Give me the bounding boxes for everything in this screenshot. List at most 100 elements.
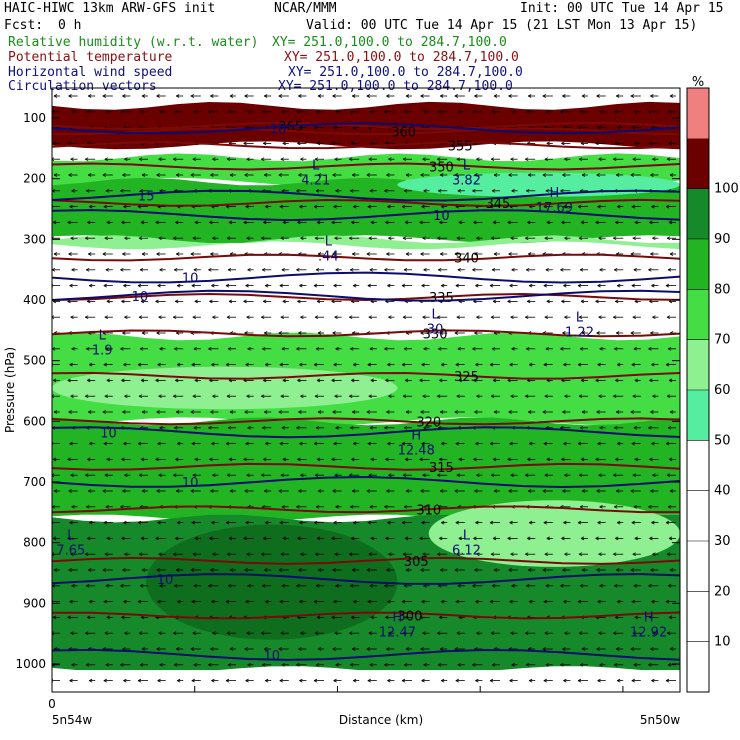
wind-vector-head	[334, 394, 338, 399]
wind-vector-head	[617, 204, 621, 209]
wind-vector-head	[509, 520, 513, 525]
wind-vector-head	[667, 267, 672, 272]
wind-vector-head	[192, 157, 196, 162]
wind-vector-head	[475, 441, 479, 446]
wind-vector-head	[141, 94, 146, 98]
wind-vector-head	[193, 109, 197, 114]
wind-vector-head	[53, 489, 58, 493]
wind-vector-head	[456, 631, 460, 636]
wind-vector-head	[123, 520, 127, 525]
wind-vector-head	[226, 552, 231, 557]
wind-vector-head	[263, 457, 267, 462]
wind-vector-head	[279, 520, 283, 525]
wind-vector-head	[368, 394, 372, 399]
wind-vector-head	[317, 94, 322, 98]
colorbar-bin	[687, 289, 709, 340]
wind-speed-line	[52, 475, 680, 489]
wind-vector-head	[458, 378, 462, 383]
wind-vector-head	[634, 615, 638, 620]
wind-vector-head	[599, 267, 603, 272]
wind-vector-head	[106, 615, 110, 620]
wind-vector-head	[489, 283, 494, 288]
wind-vector-head	[211, 520, 215, 525]
wind-vector-head	[525, 157, 529, 162]
wind-vector-head	[226, 631, 231, 636]
wind-vector-head	[315, 346, 320, 351]
wind-vector-head	[474, 410, 478, 414]
theta-line	[52, 505, 680, 514]
wind-vector-head	[665, 520, 670, 525]
wind-vector-head	[243, 220, 247, 225]
wind-vector-head	[616, 489, 620, 493]
wind-vector-head	[265, 678, 269, 683]
wind-vector-head	[208, 346, 212, 351]
wind-vector-head	[156, 94, 160, 98]
theta-label: 315	[429, 461, 454, 476]
wind-vector-head	[405, 410, 410, 414]
wind-vector-head	[456, 315, 460, 320]
wind-vector-head	[420, 252, 424, 256]
wind-vector-head	[596, 568, 600, 572]
wind-vector-head	[562, 647, 566, 651]
wind-vector-head	[300, 315, 304, 320]
wind-vector-head	[244, 173, 248, 177]
wind-vector-head	[296, 267, 300, 272]
wind-speed-label: 10	[182, 476, 199, 491]
wind-vector-head	[87, 457, 91, 462]
wind-vector-head	[225, 441, 230, 446]
wind-vector-head	[68, 94, 72, 98]
wind-vector-head	[124, 631, 128, 636]
wind-vector-head	[297, 141, 301, 146]
wind-vector-head	[177, 283, 181, 288]
wind-vector-head	[599, 583, 603, 588]
wind-vector-head	[563, 678, 567, 683]
wind-vector-head	[665, 283, 670, 288]
wind-vector-head	[509, 283, 513, 288]
wind-vector-head	[278, 489, 282, 493]
wind-vector-head	[666, 315, 671, 320]
wind-vector-head	[316, 536, 321, 541]
wind-vector-head	[317, 647, 322, 651]
wind-vector-head	[300, 552, 304, 557]
wind-speed-line	[52, 289, 680, 302]
wind-vector-head	[281, 346, 285, 351]
wind-speed-label: 15	[138, 190, 155, 205]
wind-vector-head	[669, 568, 674, 572]
colorbar-tick-label: 100	[714, 182, 739, 197]
wind-vector-head	[333, 520, 337, 525]
wind-vector-head	[52, 220, 57, 225]
wind-vector-head	[665, 599, 670, 604]
wind-vector-head	[52, 457, 57, 462]
wind-vector-head	[278, 173, 282, 177]
wind-vector-head	[282, 141, 286, 146]
colorbar-tick-label: 10	[714, 635, 731, 650]
wind-vector-head	[617, 362, 621, 367]
wind-vector-head	[261, 315, 265, 320]
wind-vector-head	[298, 173, 302, 177]
wind-vector-head	[403, 267, 408, 272]
wind-vector-head	[124, 552, 128, 557]
wind-vector-head	[528, 410, 532, 414]
wind-vector-head	[511, 267, 515, 272]
wind-vector-head	[422, 236, 426, 241]
wind-vector-head	[577, 599, 582, 604]
wind-vector-head	[368, 236, 372, 241]
wind-vector-head	[476, 157, 480, 162]
wind-vector-head	[510, 552, 514, 557]
wind-vector-head	[71, 109, 75, 114]
wind-vector-head	[315, 583, 320, 588]
wind-vector-head	[264, 410, 268, 414]
colorbar-bin	[687, 138, 709, 189]
wind-vector-head	[630, 94, 634, 98]
wind-vector-head	[420, 489, 424, 493]
wind-vector-head	[175, 378, 179, 383]
wind-vector-head	[526, 662, 530, 667]
wind-vector-head	[88, 94, 92, 98]
wind-vector-head	[332, 331, 336, 335]
wind-vector-head	[385, 220, 389, 225]
wind-vector-head	[458, 536, 462, 541]
wind-vector-head	[173, 236, 177, 241]
wind-vector-head	[351, 536, 355, 541]
wind-vector-head	[211, 283, 215, 288]
wind-vector-head	[651, 678, 655, 683]
